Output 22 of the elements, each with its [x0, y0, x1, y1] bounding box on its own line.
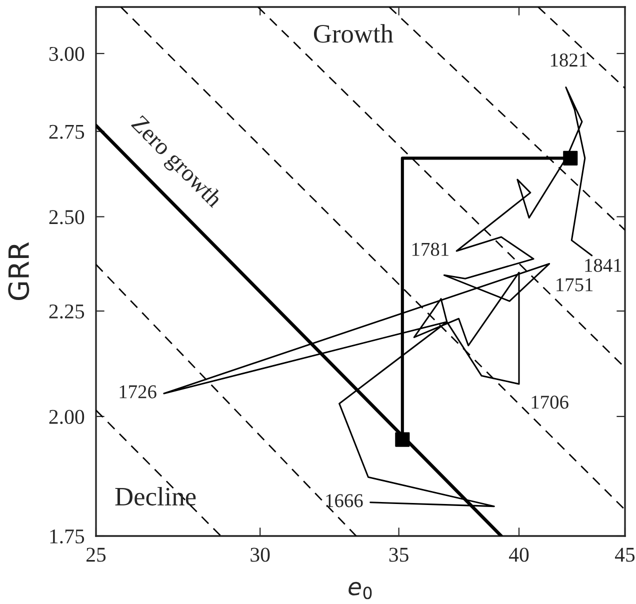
x-tick-label: 40 — [508, 548, 529, 562]
x-tick-label: 25 — [86, 548, 106, 562]
annotation: Growth — [314, 24, 394, 43]
y-tick-label: 3.00 — [49, 46, 84, 62]
y-axis-title: GRR — [8, 242, 30, 300]
annotation: 1781 — [412, 242, 448, 256]
annotation: 1751 — [556, 278, 593, 292]
x-tick-label: 35 — [389, 548, 408, 562]
x-tick-label: 45 — [614, 548, 635, 562]
y-tick-label: 2.25 — [49, 304, 84, 319]
y-tick-label: 2.50 — [49, 210, 84, 224]
annotation: 1841 — [585, 258, 622, 272]
annotation: 1666 — [326, 494, 363, 508]
x-tick-label: 30 — [250, 548, 270, 562]
annotation: Decline — [115, 487, 196, 506]
y-tick-label: 2.00 — [49, 410, 84, 424]
x-axis-title: e$_{0}$ — [348, 582, 372, 600]
annotation: 1821 — [550, 54, 587, 67]
y-tick-label: 2.75 — [49, 124, 84, 139]
annotation: 1726 — [120, 385, 156, 398]
annotation: 1706 — [532, 396, 568, 409]
y-tick-label: 1.75 — [50, 529, 84, 544]
